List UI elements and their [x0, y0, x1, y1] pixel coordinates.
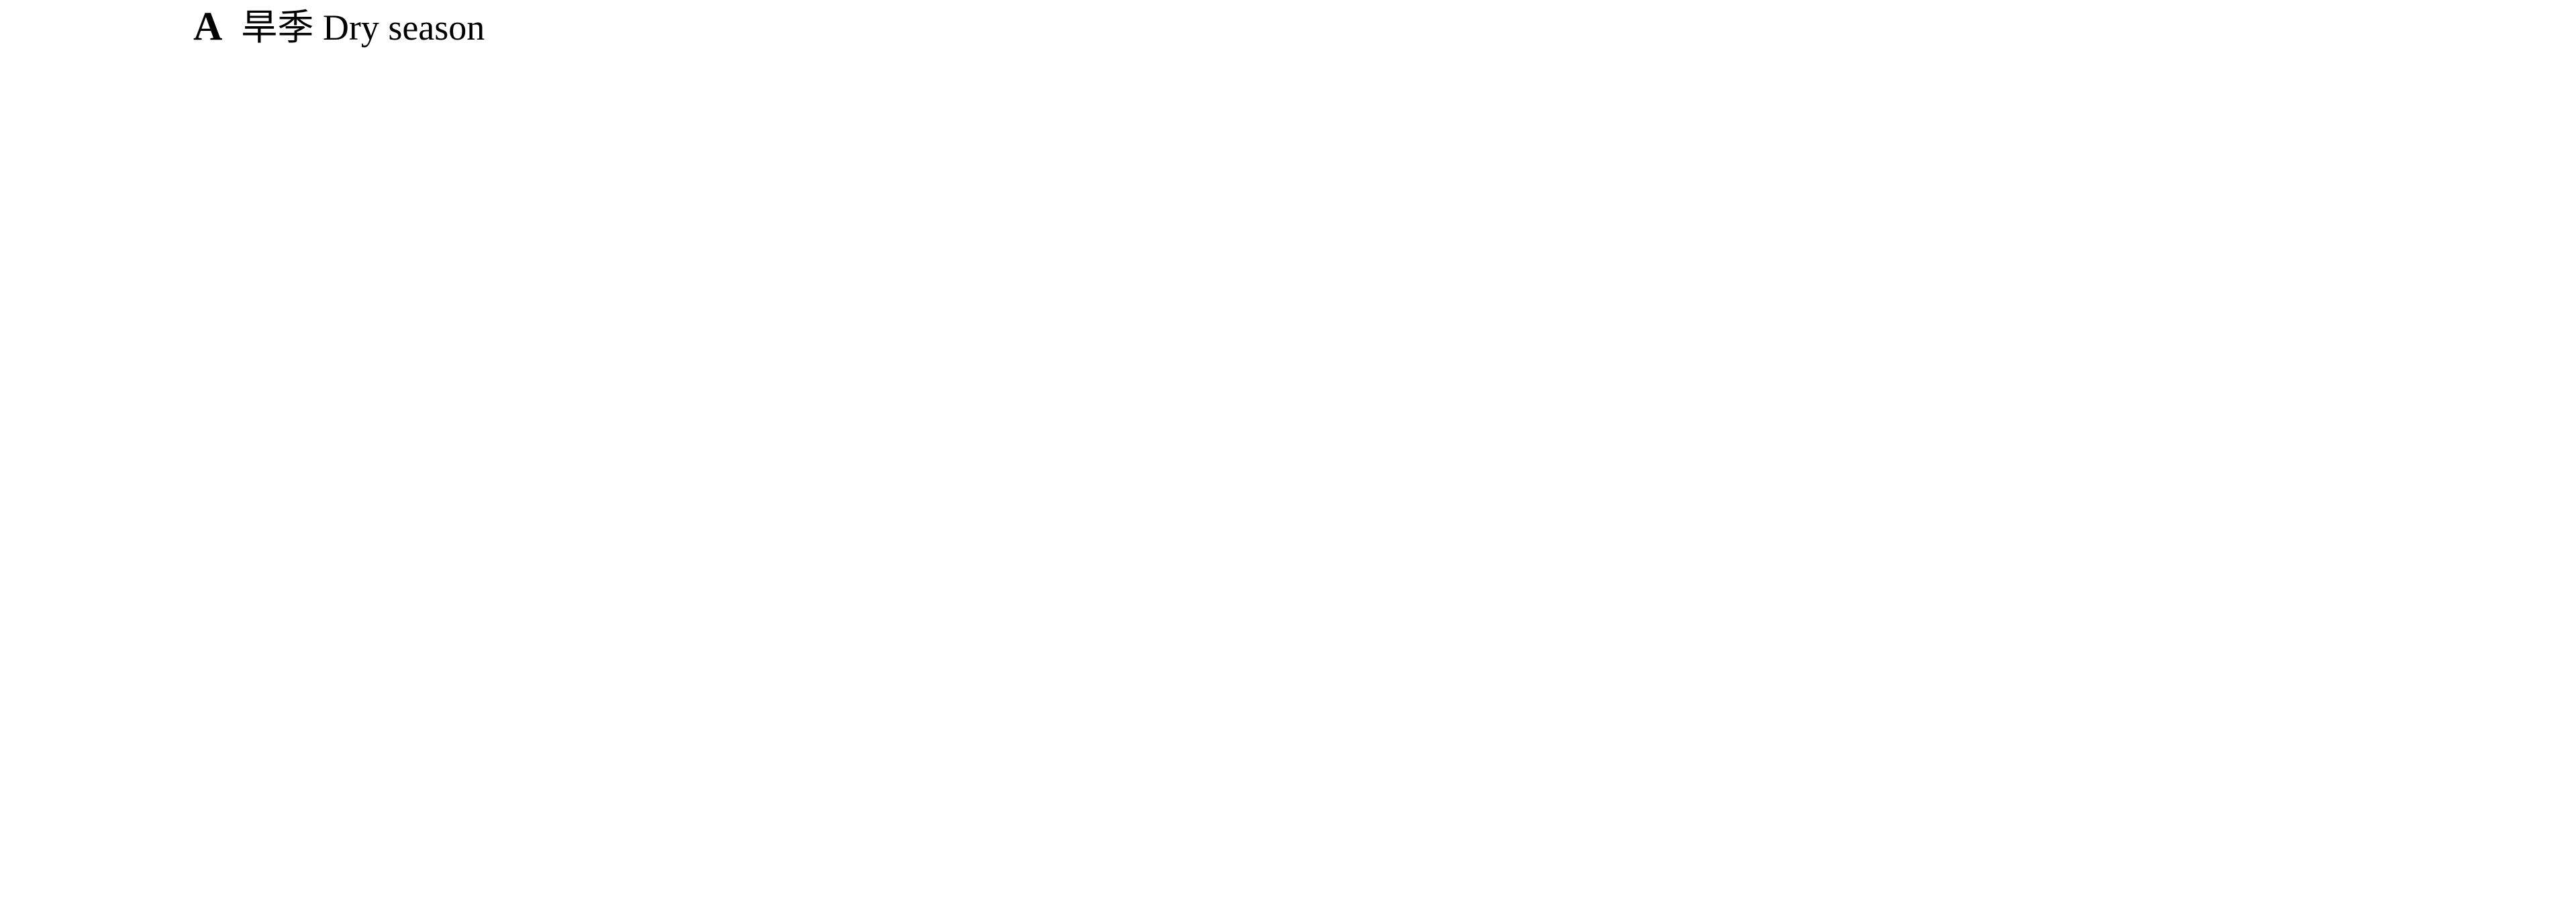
panel-label: A [193, 4, 223, 48]
panel-A-title: A 旱季 Dry season [193, 4, 485, 48]
